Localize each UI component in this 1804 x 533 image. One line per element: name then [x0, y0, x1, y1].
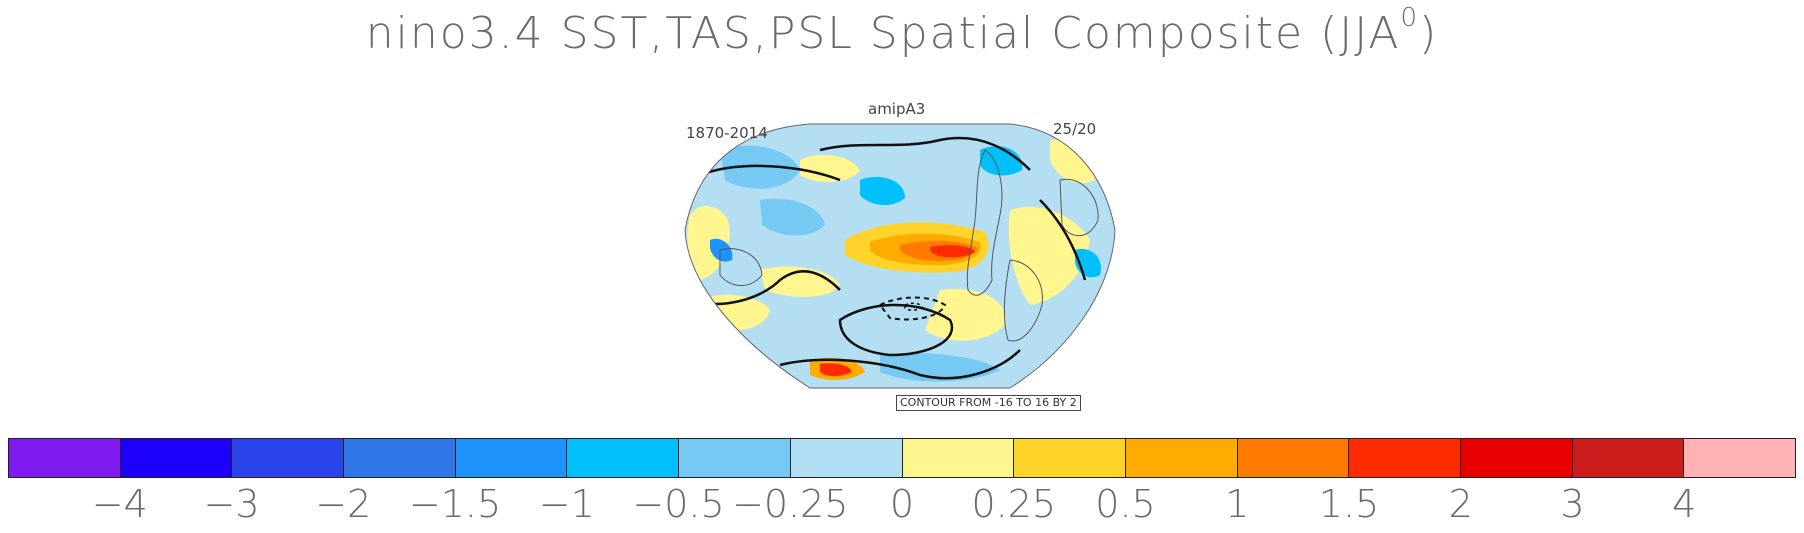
colorbar-tick-label: −0.25 — [732, 482, 849, 526]
pressure-contour — [819, 136, 1031, 171]
pressure-contour — [878, 296, 947, 321]
colorbar-tick-label: 3 — [1560, 482, 1585, 526]
panel-ratio: 25/20 — [1053, 120, 1097, 138]
panel-period: 1870-2014 — [686, 124, 768, 142]
colorbar-tick-label: −3 — [203, 482, 260, 526]
colorbar-swatch — [9, 439, 121, 477]
coastline — [1003, 259, 1043, 342]
colorbar-swatch — [1684, 439, 1795, 477]
colorbar-tick-label: 4 — [1672, 482, 1697, 526]
colorbar-swatch — [1014, 439, 1126, 477]
map-frame — [684, 123, 1116, 389]
pressure-contour — [838, 303, 954, 357]
chart-title-text: nino3.4 SST,TAS,PSL Spatial Composite (J… — [365, 8, 1401, 59]
colorbar-swatch — [232, 439, 345, 477]
colorbar-tick-label: 0.25 — [971, 482, 1057, 526]
colorbar-tick-labels: −4 −3 −2 −1.5 −1 −0.5 −0.25 0 0.25 0.5 1 1.5 2 3 4 — [0, 482, 1804, 526]
chart-title-superscript: 0 — [1400, 3, 1420, 34]
field-patch — [925, 289, 1006, 341]
colorbar-swatch — [455, 439, 568, 477]
chart-title: nino3.4 SST,TAS,PSL Spatial Composite (J… — [0, 3, 1804, 59]
colorbar-tick-label: −1.5 — [408, 482, 502, 526]
coastline — [1059, 178, 1099, 237]
colorbar-tick-label: 0 — [889, 482, 915, 526]
colorbar-swatch — [1572, 439, 1685, 477]
colorbar-swatch — [567, 439, 680, 477]
colorbar — [8, 438, 1796, 478]
field-patch — [687, 205, 730, 280]
colorbar-swatch — [120, 439, 233, 477]
pressure-contour — [779, 349, 1021, 380]
colorbar-tick-label: 0.5 — [1095, 482, 1156, 526]
coastline — [719, 248, 763, 286]
pressure-contour — [689, 270, 841, 306]
colorbar-tick-label: −1 — [538, 482, 595, 526]
colorbar-swatch — [1125, 439, 1238, 477]
colorbar-swatch — [679, 439, 791, 477]
field-patch — [720, 145, 800, 189]
colorbar-tick-label: 1.5 — [1318, 482, 1380, 526]
contour-note: CONTOUR FROM -16 TO 16 BY 2 — [896, 395, 1081, 411]
colorbar-tick-label: −2 — [315, 482, 372, 526]
pressure-contour — [699, 164, 841, 182]
colorbar-swatch — [344, 439, 456, 477]
field-patch — [760, 198, 825, 236]
field-patch — [820, 363, 852, 377]
colorbar-swatch — [902, 439, 1015, 477]
colorbar-swatch — [1349, 439, 1461, 477]
field-patch — [930, 245, 975, 258]
colorbar-tick-label: −4 — [91, 482, 148, 526]
field-patch — [800, 154, 860, 182]
panel-name: amipA3 — [868, 100, 926, 118]
pressure-contour — [904, 302, 923, 311]
pressure-contour — [1039, 199, 1087, 281]
colorbar-tick-label: 2 — [1448, 482, 1473, 526]
chart-title-close: ) — [1419, 8, 1439, 59]
colorbar-tick-label: −0.5 — [632, 482, 725, 526]
colorbar-swatch — [1460, 439, 1573, 477]
field-patch — [860, 176, 905, 206]
colorbar-swatch — [1237, 439, 1350, 477]
field-patch — [1008, 206, 1090, 305]
colorbar-swatch — [790, 439, 903, 477]
colorbar-tick-label: 1 — [1225, 482, 1250, 526]
coastline — [966, 149, 1003, 296]
map-field — [685, 124, 1115, 388]
